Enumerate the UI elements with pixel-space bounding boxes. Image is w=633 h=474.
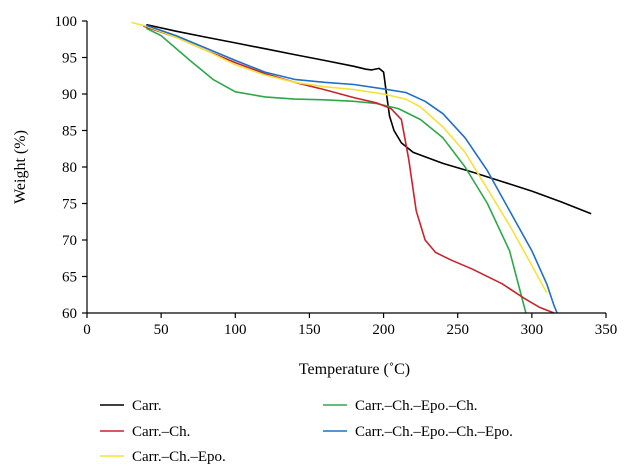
y-tick-label: 90	[62, 87, 77, 103]
x-tick-label: 200	[372, 322, 395, 338]
x-tick-label: 100	[224, 322, 247, 338]
y-tick-label: 100	[55, 14, 78, 30]
x-tick-label: 0	[83, 322, 91, 338]
legend-label: Carr.–Ch.–Epo.–Ch.–Epo.	[355, 424, 513, 440]
legend-label: Carr.	[132, 398, 162, 414]
y-tick-label: 65	[62, 270, 77, 286]
plot-lines	[131, 21, 592, 314]
y-tick-label: 60	[62, 306, 77, 322]
y-axis-title: Weight (%)	[12, 130, 29, 204]
x-tick-label: 300	[521, 322, 544, 338]
y-ticks: 60 65 70 75 80 85 90 95 100	[55, 14, 87, 322]
y-tick-label: 95	[62, 51, 77, 67]
legend-label: Carr.–Ch.–Epo.–Ch.	[355, 398, 478, 414]
series-line	[143, 25, 555, 314]
series-line	[146, 23, 592, 215]
x-tick-label: 350	[595, 322, 618, 338]
x-ticks: 0 50 100 150 200 250 300 350	[83, 313, 617, 338]
series-line	[146, 24, 558, 314]
legend-label: Carr.–Ch.	[132, 424, 190, 440]
legend-label: Carr.–Ch.–Epo.	[132, 449, 226, 465]
x-tick-label: 250	[446, 322, 469, 338]
y-tick-label: 85	[62, 124, 77, 140]
y-tick-label: 75	[62, 197, 77, 213]
series-line	[131, 21, 548, 293]
y-tick-label: 80	[62, 160, 77, 176]
legend: Carr. Carr.–Ch. Carr.–Ch.–Epo. Carr.–Ch.–Ep…	[100, 398, 513, 465]
x-tick-label: 150	[298, 322, 321, 338]
y-tick-label: 70	[62, 233, 77, 249]
series-line	[145, 27, 527, 314]
x-axis-title: Temperature (˚C)	[299, 361, 410, 378]
x-tick-label: 50	[154, 322, 169, 338]
